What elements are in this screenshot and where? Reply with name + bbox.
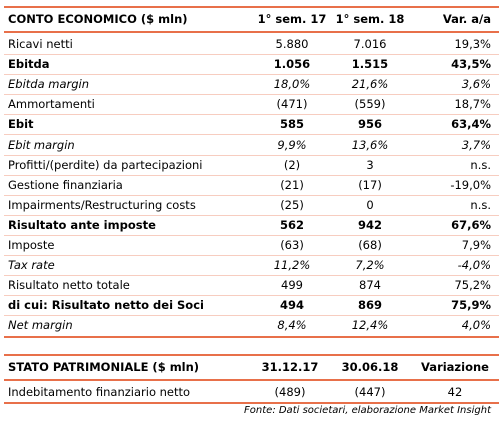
rule (4, 315, 499, 317)
value-cell: 3,6% (461, 77, 491, 92)
value-cell: 5.880 (275, 37, 309, 51)
rule (4, 31, 499, 33)
row-label: Risultato netto totale (8, 278, 130, 293)
rule (4, 154, 499, 156)
value-cell: -19,0% (450, 177, 491, 192)
value-cell: 19,3% (454, 37, 491, 51)
value-cell: 585 (279, 117, 305, 132)
value-cell: (25) (280, 197, 304, 212)
value-cell: 942 (357, 217, 383, 232)
row-label: Ebitda margin (8, 77, 90, 92)
row-label: Ammortamenti (8, 97, 95, 112)
value-cell: 43,5% (451, 57, 491, 72)
value-cell: 956 (357, 117, 383, 132)
value-cell: 0 (366, 197, 374, 212)
value-cell: 8,4% (277, 318, 307, 333)
rule (4, 379, 499, 381)
rule (4, 255, 499, 256)
value-cell: 3 (366, 157, 374, 172)
value-cell: (447) (354, 385, 386, 399)
rule (4, 134, 499, 136)
value-cell: (68) (358, 238, 382, 252)
header-cell: STATO PATRIMONIALE ($ mln) (8, 360, 200, 374)
value-cell: 18,0% (273, 77, 311, 92)
value-cell: -4,0% (457, 258, 491, 273)
value-cell: 75,9% (451, 298, 491, 313)
value-cell: 13,6% (351, 137, 389, 152)
value-cell: 7,2% (355, 258, 385, 273)
value-cell: 3,7% (461, 137, 491, 152)
rule (4, 335, 499, 338)
header-cell: CONTO ECONOMICO ($ mln) (8, 12, 188, 26)
value-cell: n.s. (470, 157, 491, 172)
value-cell: (559) (354, 97, 386, 112)
rule (4, 94, 499, 96)
row-label: di cui: Risultato netto dei Soci (8, 298, 204, 313)
header-cell: Var. a/a (442, 12, 491, 26)
rule (4, 194, 499, 196)
rule (4, 114, 499, 116)
value-cell: 499 (281, 278, 303, 293)
value-cell: 7,9% (461, 238, 491, 252)
rule (4, 354, 499, 356)
row-label: Indebitamento finanziario netto (8, 385, 191, 399)
row-label: Impairments/Restructuring costs (8, 197, 196, 212)
value-cell: (17) (358, 177, 382, 192)
value-cell: 562 (279, 217, 305, 232)
rule (4, 275, 499, 277)
value-cell: 9,9% (277, 137, 307, 152)
value-cell: n.s. (470, 197, 491, 212)
rule (4, 295, 499, 297)
rule (4, 6, 499, 8)
value-cell: 1.056 (273, 57, 311, 72)
row-label: Ebit (8, 117, 34, 132)
value-cell: (489) (274, 385, 306, 399)
row-label: Imposte (8, 238, 55, 252)
row-label: Risultato ante imposte (8, 217, 156, 232)
value-cell: 4,0% (461, 318, 491, 333)
rule (4, 174, 499, 176)
value-cell: (63) (280, 238, 304, 252)
value-cell: 63,4% (451, 117, 491, 132)
rule (4, 214, 499, 216)
value-cell: 874 (359, 278, 381, 293)
value-cell: 12,4% (351, 318, 389, 333)
value-cell: 11,2% (273, 258, 311, 273)
value-cell: 7.016 (353, 37, 387, 51)
header-cell: 30.06.18 (341, 360, 399, 374)
header-cell: 1° sem. 17 (257, 12, 327, 26)
value-cell: 42 (447, 385, 463, 399)
value-cell: 869 (357, 298, 383, 313)
value-cell: (471) (276, 97, 308, 112)
header-cell: Variazione (421, 360, 489, 374)
value-cell: 494 (279, 298, 305, 313)
row-label: Profitti/(perdite) da partecipazioni (8, 157, 203, 172)
row-label: Ricavi netti (8, 37, 73, 51)
rule (4, 54, 499, 55)
value-cell: 1.515 (351, 57, 389, 72)
row-label: Ebit margin (8, 137, 75, 152)
source-note: Fonte: Dati societari, elaborazione Mark… (244, 405, 491, 416)
row-label: Tax rate (8, 258, 55, 273)
row-label: Net margin (8, 318, 73, 333)
value-cell: (2) (283, 157, 301, 172)
header-cell: 31.12.17 (261, 360, 319, 374)
header-cell: 1° sem. 18 (335, 12, 405, 26)
value-cell: 18,7% (454, 97, 491, 112)
rule (4, 402, 499, 405)
row-label: Gestione finanziaria (8, 177, 123, 192)
value-cell: 75,2% (454, 278, 491, 293)
value-cell: (21) (280, 177, 304, 192)
value-cell: 21,6% (351, 77, 389, 92)
row-label: Ebitda (8, 57, 50, 72)
value-cell: 67,6% (451, 217, 491, 232)
rule (4, 74, 499, 76)
rule (4, 234, 499, 236)
